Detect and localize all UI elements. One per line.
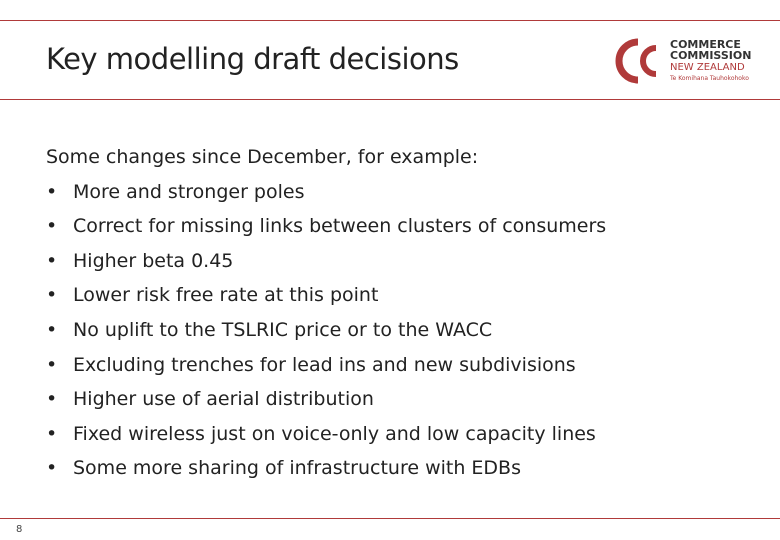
intro: Some changes since December, for example… <box>46 146 479 168</box>
page-number: 8 <box>16 524 23 535</box>
bullet: Higher use of aerial distribution <box>46 382 606 417</box>
bullet: Excluding trenches for lead ins and new … <box>46 348 606 383</box>
top-rule <box>0 20 780 21</box>
footer-rule <box>0 518 780 519</box>
bullet: Higher beta 0.45 <box>46 244 606 279</box>
title: Key modelling draft decisions <box>46 42 459 76</box>
body: Some changes since December, for example… <box>46 140 606 486</box>
logo-text: COMMERCE <box>670 38 741 51</box>
bullet: Some more sharing of infrastructure with… <box>46 451 606 486</box>
bullet: Lower risk free rate at this point <box>46 278 606 313</box>
bullet: More and stronger poles <box>46 175 606 210</box>
logo-text: COMMISSION <box>670 49 751 62</box>
header-rule <box>0 99 780 100</box>
logo-text: Te Komihana Tauhokohoko <box>669 75 749 82</box>
bullet: Fixed wireless just on voice-only and lo… <box>46 417 606 452</box>
bullet: No uplift to the TSLRIC price or to the … <box>46 313 606 348</box>
bullet: Correct for missing links between cluste… <box>46 209 606 244</box>
logo: COMMERCE COMMISSION NEW ZEALAND Te Komih… <box>615 38 751 84</box>
logo-text: NEW ZEALAND <box>670 62 745 73</box>
